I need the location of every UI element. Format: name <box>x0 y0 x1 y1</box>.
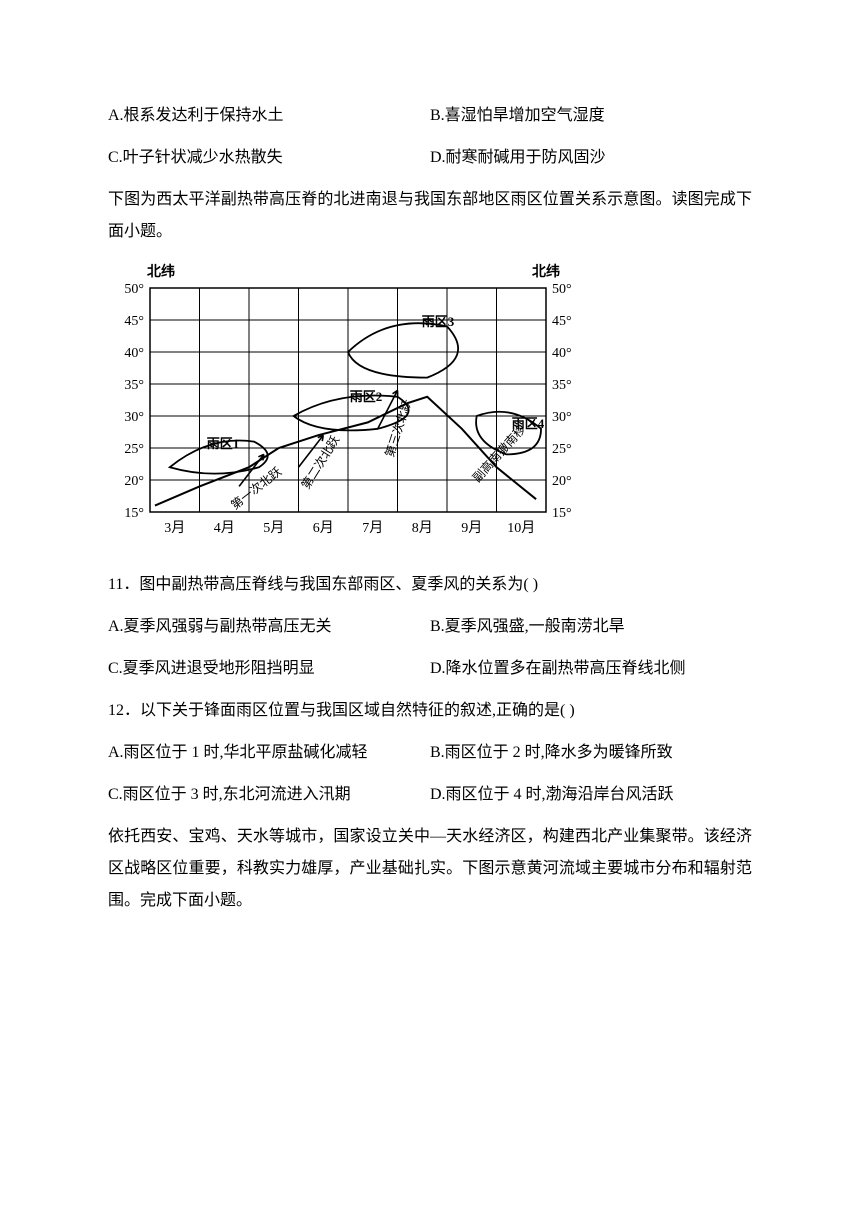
q12-b: B.雨区位于 2 时,降水多为暖锋所致 <box>430 737 752 769</box>
q12-d: D.雨区位于 4 时,渤海沿岸台风活跃 <box>430 779 752 811</box>
option-b: B.喜湿怕旱增加空气湿度 <box>430 100 752 132</box>
q12-stem: 12．以下关于锋面雨区位置与我国区域自然特征的叙述,正确的是( ) <box>108 695 752 727</box>
option-c: C.叶子针状减少水热散失 <box>108 142 430 174</box>
options-row-1: A.根系发达利于保持水土 B.喜湿怕旱增加空气湿度 <box>108 100 752 132</box>
svg-text:北纬: 北纬 <box>532 263 560 280</box>
svg-text:5月: 5月 <box>263 520 284 536</box>
svg-text:25°: 25° <box>552 442 572 457</box>
svg-text:6月: 6月 <box>313 520 334 536</box>
intro-paragraph-1: 下图为西太平洋副热带高压脊的北进南退与我国东部地区雨区位置关系示意图。读图完成下… <box>108 184 752 248</box>
svg-text:雨区1: 雨区1 <box>207 436 240 451</box>
q12-row2: C.雨区位于 3 时,东北河流进入汛期 D.雨区位于 4 时,渤海沿岸台风活跃 <box>108 779 752 811</box>
q12-c: C.雨区位于 3 时,东北河流进入汛期 <box>108 779 430 811</box>
options-row-2: C.叶子针状减少水热散失 D.耐寒耐碱用于防风固沙 <box>108 142 752 174</box>
svg-text:30°: 30° <box>124 410 144 425</box>
svg-text:4月: 4月 <box>214 520 235 536</box>
option-a: A.根系发达利于保持水土 <box>108 100 430 132</box>
svg-text:30°: 30° <box>552 410 572 425</box>
svg-text:50°: 50° <box>552 282 572 297</box>
q11-b: B.夏季风强盛,一般南涝北旱 <box>430 611 752 643</box>
option-d: D.耐寒耐碱用于防风固沙 <box>430 142 752 174</box>
svg-text:雨区3: 雨区3 <box>422 314 455 329</box>
svg-text:8月: 8月 <box>412 520 433 536</box>
svg-text:9月: 9月 <box>461 520 482 536</box>
q11-row2: C.夏季风进退受地形阻挡明显 D.降水位置多在副热带高压脊线北侧 <box>108 653 752 685</box>
svg-text:20°: 20° <box>124 474 144 489</box>
q12-row1: A.雨区位于 1 时,华北平原盐碱化减轻 B.雨区位于 2 时,降水多为暖锋所致 <box>108 737 752 769</box>
svg-text:15°: 15° <box>552 506 572 521</box>
q11-row1: A.夏季风强弱与副热带高压无关 B.夏季风强盛,一般南涝北旱 <box>108 611 752 643</box>
intro-paragraph-2: 依托西安、宝鸡、天水等城市，国家设立关中—天水经济区，构建西北产业集聚带。该经济… <box>108 821 752 917</box>
svg-text:雨区2: 雨区2 <box>350 389 383 404</box>
svg-text:40°: 40° <box>552 346 572 361</box>
svg-text:3月: 3月 <box>164 520 185 536</box>
q11-d: D.降水位置多在副热带高压脊线北侧 <box>430 653 752 685</box>
svg-text:10月: 10月 <box>507 520 535 536</box>
svg-text:35°: 35° <box>124 378 144 393</box>
svg-text:北纬: 北纬 <box>147 263 175 280</box>
svg-text:15°: 15° <box>124 506 144 521</box>
svg-text:20°: 20° <box>552 474 572 489</box>
svg-text:45°: 45° <box>124 314 144 329</box>
q11-stem: 11．图中副热带高压脊线与我国东部雨区、夏季风的关系为( ) <box>108 569 752 601</box>
svg-text:35°: 35° <box>552 378 572 393</box>
svg-text:25°: 25° <box>124 442 144 457</box>
svg-text:40°: 40° <box>124 346 144 361</box>
svg-text:45°: 45° <box>552 314 572 329</box>
q12-a: A.雨区位于 1 时,华北平原盐碱化减轻 <box>108 737 430 769</box>
q11-a: A.夏季风强弱与副热带高压无关 <box>108 611 430 643</box>
svg-text:7月: 7月 <box>362 520 383 536</box>
rain-chart: 北纬 北纬 15° 15° 20° 20° 25° 25° 30° 30° 35° 35° 40° 40°… <box>108 258 752 553</box>
q11-c: C.夏季风进退受地形阻挡明显 <box>108 653 430 685</box>
svg-text:50°: 50° <box>124 282 144 297</box>
